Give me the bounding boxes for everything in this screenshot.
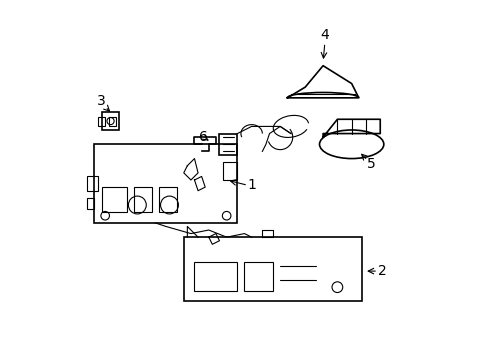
Bar	[219, 134, 237, 155]
Bar	[108, 117, 116, 126]
Text: 3: 3	[97, 94, 106, 108]
Text: 5: 5	[366, 157, 375, 171]
Bar	[183, 237, 362, 301]
Bar	[159, 187, 176, 212]
Text: 1: 1	[247, 178, 256, 192]
Text: 6: 6	[199, 130, 207, 144]
Bar	[102, 187, 126, 212]
Text: 2: 2	[377, 264, 386, 278]
Bar	[102, 112, 119, 130]
Bar	[134, 187, 151, 212]
Bar	[87, 198, 94, 208]
Bar	[98, 117, 105, 126]
Bar	[244, 262, 272, 291]
Text: 4: 4	[320, 28, 328, 42]
Bar	[223, 162, 237, 180]
Bar	[194, 262, 237, 291]
Bar	[94, 144, 237, 223]
Bar	[87, 176, 98, 191]
